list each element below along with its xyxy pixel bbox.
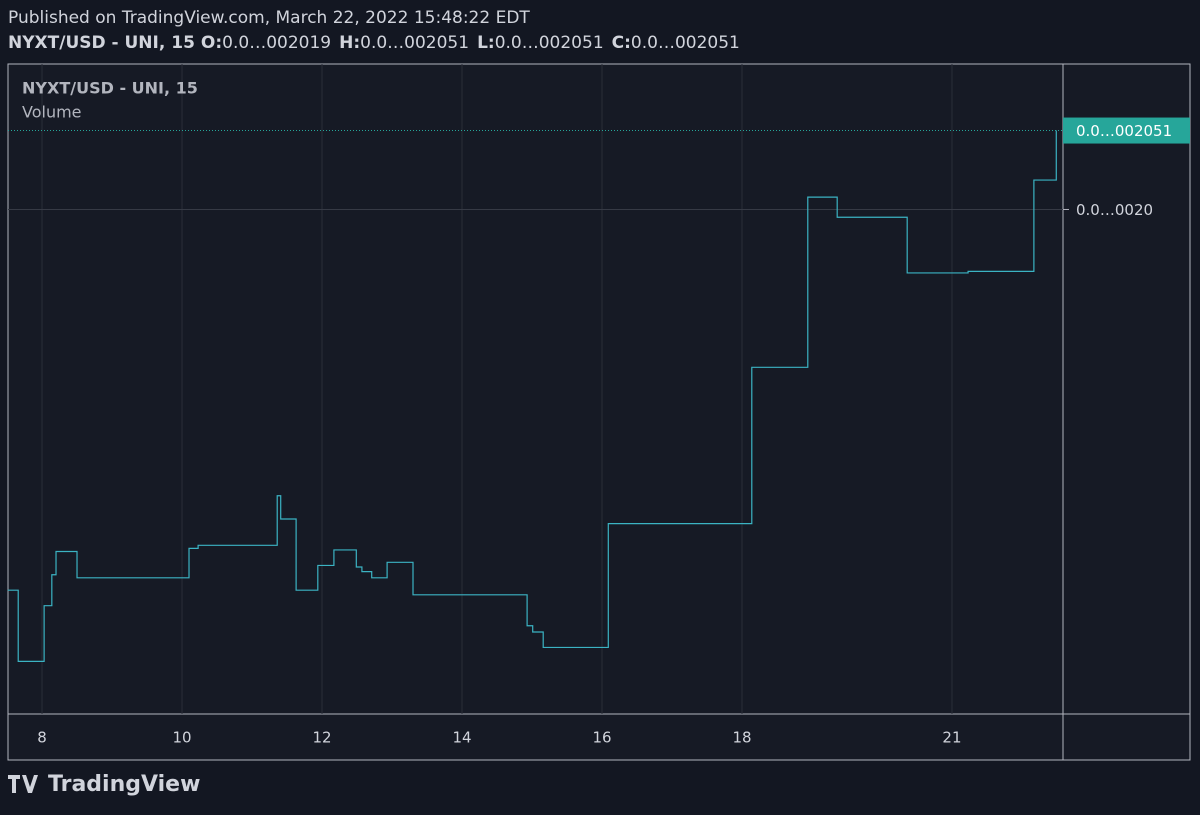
plot-frame bbox=[7, 63, 1191, 761]
ohlc-text: NYXT/USD - UNI, 15 O:0.0…002019 H:0.0…0020… bbox=[8, 33, 740, 53]
ohlc-value: 0.0…002051 bbox=[631, 33, 740, 53]
x-tick-label: 10 bbox=[172, 729, 191, 747]
legend-volume: Volume bbox=[22, 103, 82, 122]
last-price-label: 0.0…002051 bbox=[1076, 122, 1172, 140]
ohlc-row: NYXT/USD - UNI, 15 O:0.0…002019 H:0.0…0020… bbox=[8, 33, 740, 53]
x-tick-label: 21 bbox=[942, 729, 961, 747]
ohlc-key: C: bbox=[612, 33, 631, 53]
x-tick-label: 14 bbox=[452, 729, 471, 747]
ohlc-key: L: bbox=[477, 33, 495, 53]
price-line bbox=[7, 130, 1057, 662]
ohlc-value: 0.0…002019 bbox=[222, 33, 331, 53]
symbol: NYXT/USD - UNI, 15 bbox=[8, 33, 195, 53]
brand: TradingView bbox=[48, 772, 200, 797]
logo: TradingView bbox=[8, 772, 200, 797]
x-tick-label: 8 bbox=[37, 729, 47, 747]
ohlc-value: 0.0…002051 bbox=[495, 33, 604, 53]
ohlc-value: 0.0…002051 bbox=[360, 33, 469, 53]
legend-symbol: NYXT/USD - UNI, 15 bbox=[22, 79, 198, 98]
x-tick-label: 16 bbox=[592, 729, 611, 747]
grid bbox=[8, 64, 1063, 714]
ohlc-key: H: bbox=[339, 33, 360, 53]
last-price-badge bbox=[1063, 117, 1190, 144]
x-tick-label: 18 bbox=[732, 729, 751, 747]
y-tick-label: 0.0…0020 bbox=[1076, 201, 1153, 219]
published: Published on TradingView.com, March 22, … bbox=[8, 8, 530, 28]
marks bbox=[7, 130, 1063, 662]
ohlc-key: O: bbox=[201, 33, 222, 53]
logo-icon bbox=[8, 775, 38, 793]
x-tick-label: 12 bbox=[312, 729, 331, 747]
